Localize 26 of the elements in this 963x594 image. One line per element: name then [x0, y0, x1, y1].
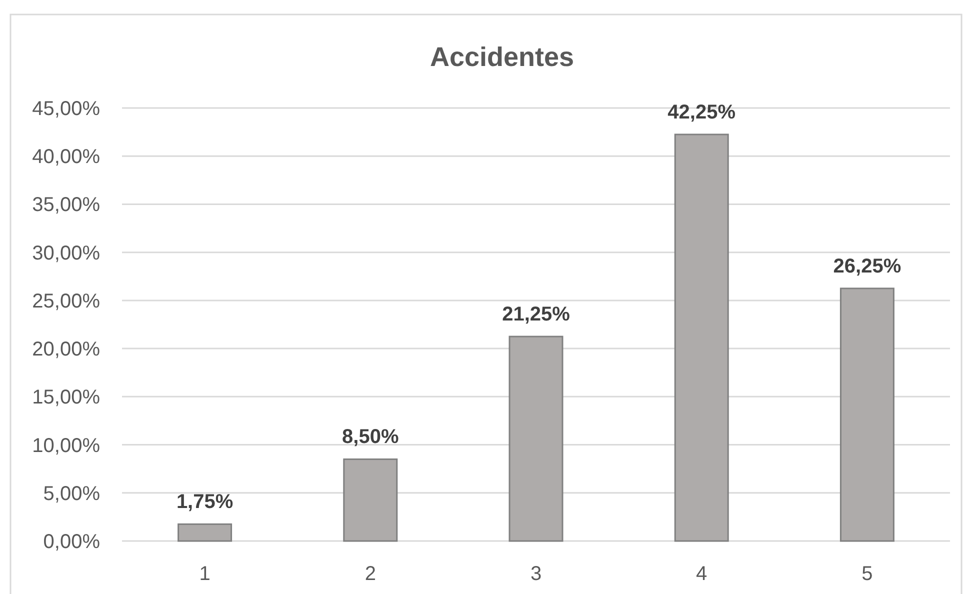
x-tick-label: 1 — [199, 563, 210, 585]
x-tick-label: 5 — [862, 563, 873, 585]
y-tick-label: 25,00% — [32, 290, 100, 312]
y-tick-label: 35,00% — [32, 194, 100, 216]
x-tick-label: 3 — [530, 563, 542, 585]
y-tick-label: 5,00% — [43, 482, 100, 505]
bar — [840, 288, 894, 542]
bar — [343, 458, 398, 542]
x-tick-label: 4 — [696, 563, 708, 585]
y-tick-label: 45,00% — [32, 98, 100, 120]
y-tick-label: 0,00% — [43, 531, 100, 553]
chart-title: Accidentes — [430, 42, 574, 72]
y-tick-label: 15,00% — [32, 386, 100, 409]
y-tick-label: 20,00% — [32, 338, 100, 361]
bar — [178, 523, 232, 542]
y-tick-label: 30,00% — [32, 242, 100, 264]
data-label: 8,50% — [342, 426, 399, 448]
bar — [674, 134, 729, 542]
y-tick-label: 40,00% — [32, 146, 100, 168]
y-tick-label: 10,00% — [32, 434, 100, 457]
bar — [508, 336, 564, 542]
data-label: 21,25% — [502, 304, 570, 326]
data-label: 26,25% — [833, 255, 902, 278]
data-label: 42,25% — [668, 101, 736, 124]
data-label: 1,75% — [176, 491, 234, 514]
x-tick-label: 2 — [364, 563, 376, 585]
